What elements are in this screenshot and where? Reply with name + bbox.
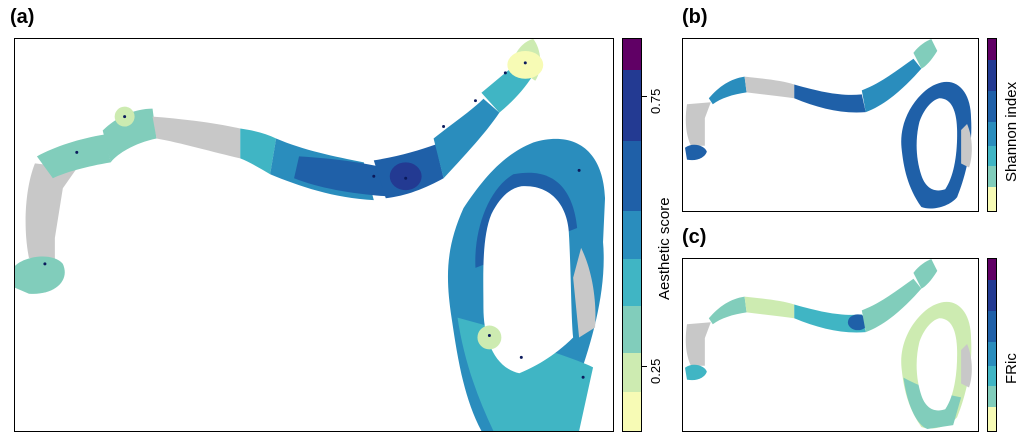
sample-point <box>577 168 581 172</box>
island-lagoon <box>916 318 958 411</box>
sample-point <box>519 355 523 359</box>
reef-map-c <box>684 259 972 430</box>
sample-point <box>123 115 127 119</box>
reef-segment-east-tip <box>913 39 938 69</box>
reef-segment-west-tip <box>15 256 65 294</box>
no-data-region-mid <box>152 116 241 159</box>
colorbar-a-title: Aesthetic score <box>656 197 673 300</box>
no-data-region-mid <box>744 76 795 99</box>
no-data-region-east <box>573 247 596 338</box>
colorbar-b-title: Shannon index <box>1003 81 1020 182</box>
reef-segment-east <box>861 278 922 333</box>
hotspot-south <box>477 325 502 350</box>
colorbar-a <box>622 38 642 432</box>
colorbar-a-tick <box>642 366 647 367</box>
island-lagoon <box>483 186 574 374</box>
reef-map-a <box>15 39 606 431</box>
hotspot-east-tip <box>507 50 544 79</box>
no-data-region-west <box>685 102 711 146</box>
reef-segment-mid-1 <box>240 128 277 175</box>
island-east <box>447 138 606 431</box>
sample-point <box>473 99 477 103</box>
sample-point <box>404 176 408 180</box>
map-panel-a <box>14 38 614 432</box>
no-data-region-east <box>961 124 972 168</box>
no-data-region-west <box>685 322 711 366</box>
reef-segment-west-2 <box>102 108 157 163</box>
reef-segment-east-1 <box>433 98 500 179</box>
sample-point <box>442 125 446 129</box>
reef-segment-west-1 <box>36 134 111 179</box>
reef-segment-mid-1 <box>744 296 795 319</box>
colorbar-c-title: FRic <box>1003 353 1020 384</box>
panel-a-label: (a) <box>10 6 35 28</box>
reef-segment-mid-3 <box>294 156 386 197</box>
sample-point <box>523 61 527 65</box>
sample-point <box>503 71 507 75</box>
no-data-region-west <box>25 163 77 262</box>
sample-point <box>372 174 376 178</box>
sample-points <box>43 61 585 379</box>
reef-segment-west <box>708 296 747 325</box>
sample-point <box>43 262 47 266</box>
colorbar-a-tick <box>642 96 647 97</box>
island-lagoon <box>916 98 958 191</box>
sample-point <box>75 150 79 154</box>
hotspot-mid <box>847 314 868 331</box>
no-data-region-east <box>961 344 972 388</box>
reef-segment-east <box>861 58 922 113</box>
map-panel-b <box>682 38 979 212</box>
reef-map-b <box>684 39 972 209</box>
colorbar-c <box>987 258 997 432</box>
sample-point <box>487 333 491 337</box>
reef-segment-mid-2 <box>794 304 866 333</box>
reef-segment-mid <box>794 84 866 113</box>
panel-b-label: (b) <box>682 6 708 28</box>
sample-point <box>581 375 585 379</box>
colorbar-a-tick-label: 0.25 <box>648 358 663 384</box>
map-panel-c <box>682 258 979 432</box>
reef-segment-east-tip <box>913 259 938 289</box>
panel-c-label: (c) <box>682 226 707 248</box>
colorbar-a-tick-label: 0.75 <box>648 88 663 114</box>
reef-segment-west-tip <box>684 144 707 161</box>
colorbar-b <box>987 38 997 212</box>
hotspot-mid <box>389 162 422 191</box>
reef-segment-west-tip <box>684 364 707 381</box>
reef-segment-west <box>708 76 747 105</box>
